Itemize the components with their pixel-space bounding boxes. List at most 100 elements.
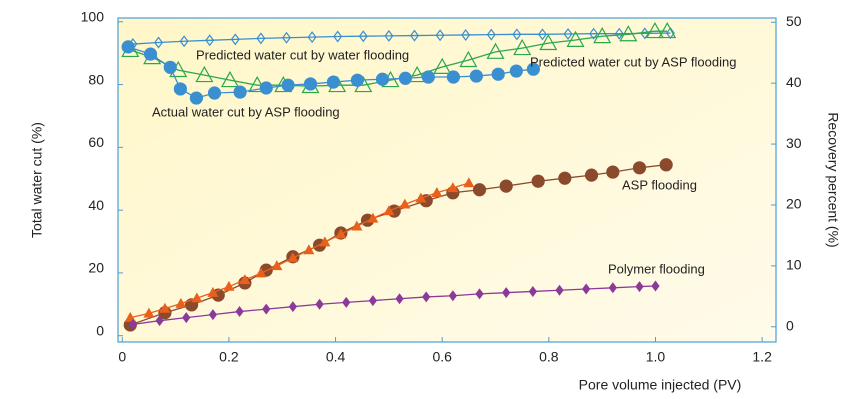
marker	[230, 33, 240, 46]
marker	[539, 33, 558, 51]
marker	[159, 302, 171, 313]
marker	[288, 301, 298, 313]
marker	[128, 318, 138, 330]
marker	[645, 21, 664, 39]
annotation: Predicted water cut by water flooding	[196, 47, 409, 62]
y-axis-label: Total water cut (%)	[29, 122, 45, 238]
y-tick-label: 20	[88, 260, 104, 276]
marker	[421, 70, 435, 84]
marker	[358, 30, 368, 43]
series-line	[132, 32, 671, 45]
marker	[558, 171, 572, 185]
marker	[422, 291, 431, 303]
marker	[619, 25, 638, 42]
marker	[435, 29, 445, 42]
x-tick-label: 1.2	[752, 349, 772, 365]
marker	[531, 174, 545, 188]
marker	[154, 36, 164, 49]
marker	[255, 267, 267, 278]
marker	[608, 282, 617, 294]
x-tick-label: 0.4	[326, 349, 346, 365]
marker	[431, 187, 443, 197]
marker	[315, 298, 324, 310]
marker	[262, 303, 271, 315]
y2-tick-label: 50	[786, 13, 802, 29]
y-tick-label: 40	[88, 197, 104, 213]
marker	[189, 91, 203, 105]
marker	[461, 28, 471, 41]
marker	[367, 212, 379, 223]
marker	[351, 220, 363, 231]
x-tick-label: 0	[118, 349, 126, 365]
marker	[333, 30, 343, 43]
marker	[303, 244, 315, 255]
marker	[399, 198, 411, 209]
x-tick-label: 1.0	[646, 349, 666, 365]
marker	[233, 85, 247, 99]
marker	[124, 311, 136, 322]
y2-tick-label: 0	[786, 317, 794, 333]
marker	[502, 287, 511, 299]
x-axis-label: Pore volume injected (PV)	[579, 377, 742, 393]
marker	[509, 64, 523, 78]
marker	[256, 32, 266, 45]
marker	[287, 252, 299, 263]
marker	[175, 297, 187, 308]
marker	[632, 161, 647, 175]
marker	[281, 31, 291, 44]
marker	[593, 26, 612, 44]
marker	[635, 281, 644, 293]
marker	[491, 67, 505, 81]
marker	[384, 29, 394, 42]
marker	[205, 34, 215, 47]
marker	[446, 70, 460, 84]
marker	[223, 280, 235, 291]
marker	[281, 78, 295, 92]
marker	[191, 292, 203, 303]
y2-tick-label: 20	[786, 196, 802, 212]
marker	[651, 280, 660, 292]
x-tick-label: 0.2	[219, 349, 239, 365]
marker	[208, 309, 218, 321]
y-tick-label: 0	[96, 322, 104, 338]
marker	[182, 312, 191, 324]
marker	[528, 285, 537, 297]
marker	[512, 28, 522, 41]
marker	[606, 165, 620, 179]
y2-tick-label: 30	[786, 135, 802, 151]
marker	[195, 65, 214, 83]
marker	[555, 284, 564, 296]
marker	[239, 274, 251, 285]
marker	[143, 47, 158, 61]
marker	[220, 70, 239, 88]
marker	[469, 69, 483, 83]
y-tick-label: 80	[88, 71, 104, 87]
marker	[375, 72, 390, 86]
marker	[259, 81, 273, 95]
marker	[319, 236, 331, 247]
marker	[415, 192, 427, 203]
marker	[537, 28, 547, 41]
marker	[409, 29, 419, 42]
y-tick-label: 60	[88, 134, 104, 150]
marker	[326, 75, 341, 89]
marker	[614, 27, 624, 40]
marker	[658, 21, 677, 39]
marker	[342, 296, 351, 308]
marker	[486, 42, 505, 59]
marker	[472, 183, 487, 197]
marker	[463, 177, 475, 188]
marker	[383, 205, 395, 216]
marker	[408, 65, 427, 83]
marker	[499, 179, 513, 193]
y2-axis-label: Recovery percent (%)	[825, 112, 841, 247]
marker	[563, 28, 573, 41]
marker	[307, 31, 317, 44]
marker	[121, 40, 135, 54]
marker	[207, 86, 222, 100]
marker	[584, 168, 599, 182]
marker	[589, 27, 599, 40]
marker	[235, 306, 244, 318]
marker	[513, 38, 532, 56]
